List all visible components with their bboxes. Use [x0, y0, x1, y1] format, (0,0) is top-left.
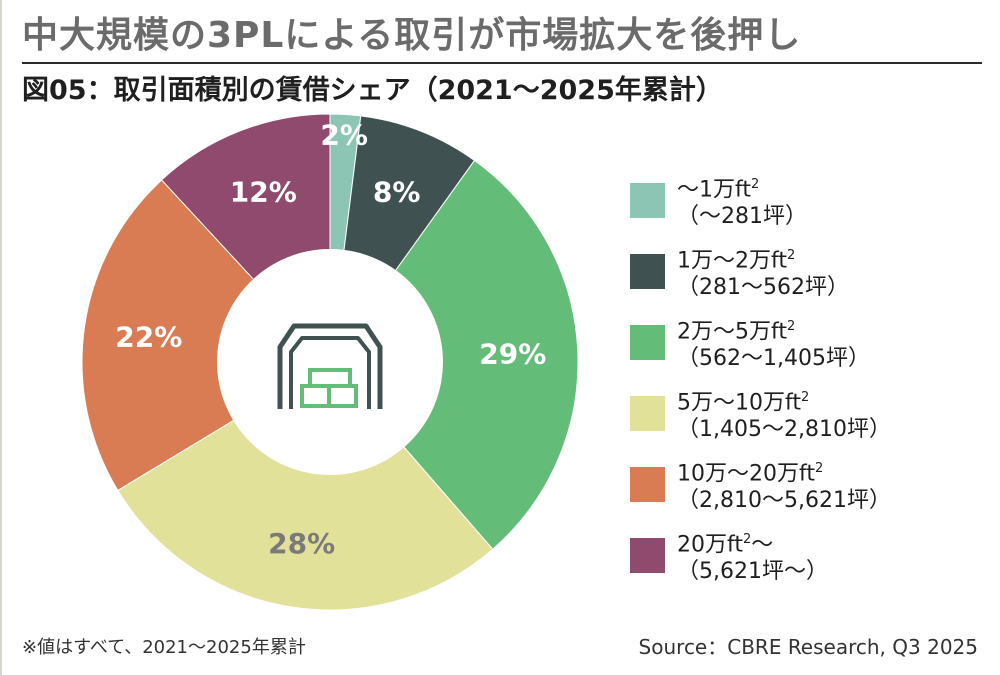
warehouse-icon [277, 323, 383, 409]
donut-chart: 2%8% 29% 28% 22% 12% [81, 113, 579, 611]
slice-value-label: 29% [479, 338, 546, 371]
legend-item: 2万〜5万ft2 （562〜1,405坪） [630, 307, 990, 378]
legend-item: 1万〜2万ft2 （281〜562坪） [630, 236, 990, 307]
legend-label: 1万〜2万ft2 （281〜562坪） [677, 247, 849, 301]
donut-slice [329, 159, 579, 550]
chart-title: 図05：取引面積別の賃借シェア（2021〜2025年累計） [22, 75, 723, 106]
slice-value-label: 28% [268, 527, 335, 560]
legend-swatch [630, 538, 665, 573]
legend-swatch [630, 183, 665, 218]
headline: 中大規模の3PLによる取引が市場拡大を後押し [22, 15, 802, 56]
source-credit: Source：CBRE Research, Q3 2025 [638, 635, 978, 659]
donut-slice [117, 361, 494, 611]
donut-hole [217, 249, 443, 475]
legend-swatch [630, 396, 665, 431]
slice-value-label: 8% [373, 176, 421, 209]
slice-value-label: 2% [320, 118, 368, 151]
donut-slice [81, 179, 331, 492]
legend-item: 20万ft2〜 （5,621坪〜） [630, 520, 990, 591]
legend-label: 20万ft2〜 （5,621坪〜） [677, 531, 828, 585]
legend-label: 2万〜5万ft2 （562〜1,405坪） [677, 318, 870, 372]
slice-value-label: 22% [115, 321, 182, 354]
legend-swatch [630, 254, 665, 289]
footnote: ※値はすべて、2021〜2025年累計 [22, 637, 306, 658]
divider [22, 62, 982, 64]
legend-item: 10万〜20万ft2 （2,810〜5,621坪） [630, 449, 990, 520]
legend-item: 〜1万ft2 （〜281坪） [630, 165, 990, 236]
legend-label: 5万〜10万ft2 （1,405〜2,810坪） [677, 389, 891, 443]
left-border [0, 0, 2, 675]
legend-label: 〜1万ft2 （〜281坪） [677, 176, 807, 230]
legend-swatch [630, 467, 665, 502]
legend-swatch [630, 325, 665, 360]
legend: 〜1万ft2 （〜281坪） 1万〜2万ft2 （281〜562坪） 2万〜5万ft2 （… [630, 165, 990, 591]
slice-value-label: 12% [230, 176, 297, 209]
legend-label: 10万〜20万ft2 （2,810〜5,621坪） [677, 460, 891, 514]
legend-item: 5万〜10万ft2 （1,405〜2,810坪） [630, 378, 990, 449]
